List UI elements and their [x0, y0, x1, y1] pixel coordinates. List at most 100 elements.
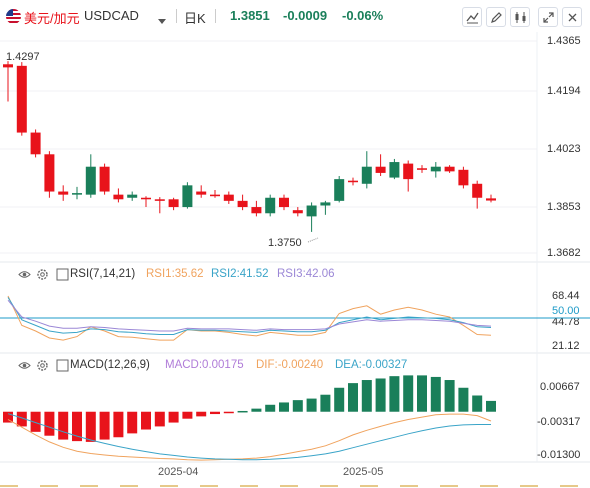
macd-bar: [486, 400, 496, 412]
last-price: 1.3851: [230, 8, 270, 23]
chart-header: 美元/加元 USDCAD 日K 1.3851 -0.0009 -0.06%: [0, 0, 590, 32]
candle-body: [141, 197, 151, 200]
candle-body: [72, 193, 82, 195]
macd-bar: [292, 400, 303, 412]
macd-bar: [237, 410, 248, 413]
macd-bar: [154, 411, 165, 427]
candle-body: [334, 179, 345, 201]
candle-body: [210, 194, 220, 197]
rsi3-value: RSI3:42.06: [277, 268, 335, 280]
macd-bar: [99, 411, 110, 440]
candlestick-icon: [515, 11, 525, 23]
candle-body: [3, 64, 13, 68]
macd-bar: [251, 408, 262, 412]
drawing-tool-button[interactable]: [486, 7, 506, 27]
macd-bar: [348, 383, 358, 412]
macd-axis-label: 0.00667: [540, 381, 580, 393]
macd-bar: [168, 411, 179, 423]
pencil-icon: [490, 11, 502, 23]
close-button[interactable]: [562, 7, 582, 27]
candle-body: [196, 191, 207, 195]
macd-bar: [127, 411, 138, 434]
macd-bar: [210, 411, 220, 415]
macd-bar: [30, 411, 41, 432]
candle-body: [154, 199, 165, 201]
macd-bar: [444, 380, 455, 412]
candle-body: [430, 166, 441, 172]
dea-value: DEA:-0.00327: [335, 359, 408, 371]
candle-body: [58, 191, 69, 195]
macd-bar: [141, 411, 151, 430]
rsi-axis-label: 50.00: [552, 305, 580, 317]
candle-body: [279, 197, 289, 208]
macd-bar: [472, 395, 483, 412]
candle-body: [361, 166, 372, 184]
candle-body: [182, 185, 193, 208]
gear-icon[interactable]: [36, 359, 49, 372]
candle-body: [113, 194, 124, 200]
macd-bar: [417, 375, 427, 412]
fullscreen-button[interactable]: [538, 7, 558, 27]
candle-body: [127, 194, 138, 198]
header-divider: [176, 9, 177, 23]
checkbox-icon[interactable]: [56, 359, 69, 372]
candle-body: [389, 162, 400, 178]
macd-bar: [16, 411, 27, 427]
macd-bar: [223, 411, 234, 414]
macd-axis-label: -0.00317: [537, 416, 581, 428]
flag-icon: [6, 9, 21, 24]
candle-body: [99, 166, 110, 192]
candle-body: [375, 166, 386, 173]
pair-name[interactable]: 美元/加元: [24, 11, 80, 26]
low-price-pointer: [307, 237, 319, 243]
macd-bar: [265, 404, 276, 412]
macd-bar: [389, 376, 400, 412]
eye-icon[interactable]: [18, 268, 31, 281]
price-axis-label: 1.4194: [547, 85, 581, 97]
candle-body: [292, 210, 303, 214]
candle-body: [251, 207, 262, 214]
checkbox-icon[interactable]: [56, 268, 69, 281]
rsi2-line: [7, 297, 492, 335]
macd-bar: [113, 411, 124, 438]
rsi-axis-label: 44.78: [552, 316, 580, 328]
header-divider: [215, 9, 216, 23]
rsi-axis-label: 21.12: [552, 340, 580, 352]
gear-icon[interactable]: [36, 268, 49, 281]
symbol-selector[interactable]: USDCAD: [84, 8, 139, 23]
rsi1-value: RSI1:35.62: [146, 268, 204, 280]
rsi3-line: [7, 299, 492, 332]
close-icon: [568, 13, 576, 21]
low-price-label: 1.3750: [268, 237, 302, 249]
macd-bar: [375, 378, 386, 412]
dea-line: [7, 413, 491, 461]
macd-bar: [44, 411, 55, 436]
macd-bar: [196, 411, 207, 417]
candle-body: [444, 166, 455, 172]
expand-icon: [542, 11, 554, 23]
macd-bar: [458, 387, 469, 412]
rsi2-value: RSI2:41.52: [211, 268, 269, 280]
chart-type-button[interactable]: [510, 7, 530, 27]
price-change: -0.0009: [283, 8, 328, 23]
dif-value: DIF:-0.00240: [256, 359, 324, 371]
candle-body: [16, 65, 27, 133]
price-axis-label: 1.4023: [547, 143, 581, 155]
macd-bar: [334, 387, 345, 412]
chevron-down-icon[interactable]: [158, 12, 166, 30]
candle-body: [168, 199, 179, 208]
indicator-button[interactable]: [462, 7, 482, 27]
candle-body: [85, 166, 96, 195]
timeframe-selector[interactable]: 日K: [184, 11, 206, 26]
candle-body: [403, 163, 414, 180]
dif-line: [7, 413, 492, 461]
macd-value: MACD:0.00175: [165, 359, 244, 371]
macd-bar: [279, 402, 289, 412]
price-change-pct: -0.06%: [342, 8, 384, 23]
macd-bar: [403, 375, 414, 412]
candle-body: [486, 198, 496, 201]
macd-bar: [320, 394, 331, 412]
indicator-icon: [465, 12, 479, 23]
eye-icon[interactable]: [18, 359, 31, 372]
